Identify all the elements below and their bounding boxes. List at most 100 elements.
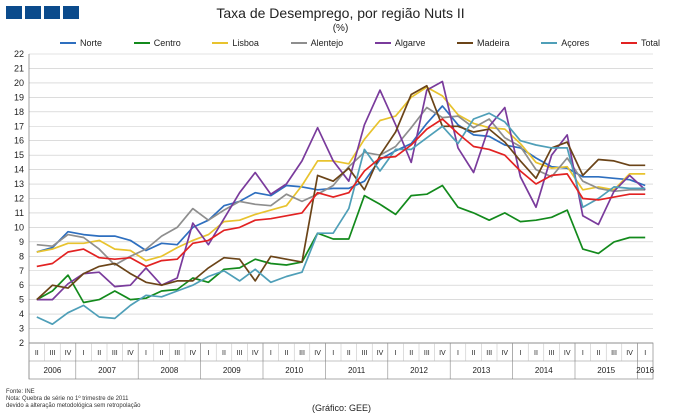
x-tick-label: I: [145, 350, 147, 357]
y-tick-label: 5: [19, 295, 24, 305]
series-line-total: [36, 118, 646, 268]
legend-label: Norte: [80, 38, 103, 48]
legend-swatch: [457, 42, 474, 44]
year-label: 2012: [410, 366, 428, 375]
year-label: 2015: [597, 366, 615, 375]
legend-label: Lisboa: [232, 38, 259, 48]
legend-swatch: [620, 42, 637, 44]
x-tick-label: II: [347, 350, 351, 357]
x-tick-label: III: [112, 350, 118, 357]
legend-item: Alentejo: [290, 38, 344, 48]
series-line-açores: [36, 112, 646, 326]
x-tick-label: IV: [439, 350, 446, 357]
x-tick-label: I: [395, 350, 397, 357]
x-tick-label: III: [611, 350, 617, 357]
x-tick-label: IV: [626, 350, 633, 357]
y-tick-label: 19: [14, 92, 24, 102]
legend-swatch: [541, 42, 558, 44]
x-tick-label: IV: [252, 350, 259, 357]
x-tick-label: III: [299, 350, 305, 357]
x-tick-label: III: [237, 350, 243, 357]
x-tick-label: IV: [377, 350, 384, 357]
series-line-centro: [36, 184, 646, 304]
legend-label: Alentejo: [310, 38, 344, 48]
x-tick-label: II: [596, 350, 600, 357]
x-tick-label: I: [519, 350, 521, 357]
y-tick-label: 2: [19, 338, 24, 348]
x-tick-label: II: [284, 350, 288, 357]
y-tick-label: 4: [19, 309, 24, 319]
x-tick-label: III: [49, 350, 55, 357]
y-tick-label: 9: [19, 237, 24, 247]
y-tick-label: 7: [19, 266, 24, 276]
x-tick-label: III: [424, 350, 430, 357]
x-tick-label: I: [207, 350, 209, 357]
y-tick-label: 14: [14, 165, 24, 175]
y-tick-label: 11: [15, 208, 24, 218]
y-tick-label: 22: [14, 49, 24, 59]
footnote-note: Nota: Quebra de série no 1º trimestre de…: [6, 396, 129, 402]
x-tick-label: I: [83, 350, 85, 357]
legend-item: Lisboa: [212, 38, 259, 48]
year-label: 2011: [348, 366, 366, 375]
legend-label: Total: [640, 38, 660, 48]
legend-swatch: [212, 42, 229, 44]
x-tick-label: II: [534, 350, 538, 357]
x-tick-label: III: [361, 350, 367, 357]
y-tick-label: 3: [19, 324, 24, 334]
series-line-alentejo: [36, 106, 646, 266]
year-label: 2007: [98, 366, 116, 375]
chart-legend: Norte Centro Lisboa Alentejo Algarve Madeira A…: [60, 38, 660, 48]
legend-item: Norte: [60, 38, 102, 48]
y-tick-label: 18: [14, 107, 24, 117]
x-tick-label: II: [472, 350, 476, 357]
legend-swatch: [60, 42, 76, 44]
chart-title: Taxa de Desemprego, por região Nuts II: [216, 5, 465, 21]
x-tick-label: I: [582, 350, 584, 357]
x-tick-label: IV: [189, 350, 196, 357]
series-line-lisboa: [36, 86, 646, 262]
legend-swatch: [133, 42, 150, 44]
legend-label: Açores: [561, 38, 590, 48]
legend-item: Total: [620, 38, 660, 48]
y-tick-label: 17: [14, 121, 24, 131]
chart-unit: (%): [332, 23, 349, 34]
series-line-norte: [36, 105, 646, 253]
legend-label: Madeira: [477, 38, 510, 48]
y-tick-label: 8: [19, 251, 24, 261]
x-tick-label: III: [486, 350, 492, 357]
year-label: 2014: [535, 366, 553, 375]
logo: [6, 6, 79, 19]
legend-label: Algarve: [394, 38, 426, 48]
x-tick-label: IV: [65, 350, 72, 357]
x-tick-label: II: [222, 350, 226, 357]
year-label: 2006: [44, 366, 62, 375]
x-tick-label: I: [457, 350, 459, 357]
year-label: 2008: [161, 366, 179, 375]
chart-credit: (Gráfico: GEE): [312, 403, 372, 413]
x-tick-label: I: [270, 350, 272, 357]
legend-label: Centro: [153, 38, 181, 48]
x-tick-label: III: [549, 350, 555, 357]
y-tick-label: 10: [14, 222, 24, 232]
legend-item: Centro: [133, 38, 181, 48]
legend-item: Madeira: [457, 38, 510, 48]
x-tick-label: I: [332, 350, 334, 357]
y-tick-label: 12: [14, 194, 24, 204]
legend-item: Açores: [541, 38, 589, 48]
legend-item: Algarve: [374, 38, 426, 48]
y-tick-label: 13: [14, 179, 24, 189]
series-line-algarve: [36, 80, 646, 301]
series-line-madeira: [36, 84, 646, 301]
y-tick-label: 15: [14, 150, 24, 160]
x-tick-label: IV: [314, 350, 321, 357]
year-label: 2010: [285, 366, 303, 375]
x-tick-label: IV: [501, 350, 508, 357]
x-tick-label: II: [97, 350, 101, 357]
legend-swatch: [290, 42, 307, 44]
y-tick-label: 20: [14, 78, 24, 88]
year-label: 2016: [636, 366, 654, 375]
y-tick-label: 16: [14, 136, 24, 146]
footnote-note-2: devido a alteração metodológica sem retr…: [6, 403, 141, 409]
